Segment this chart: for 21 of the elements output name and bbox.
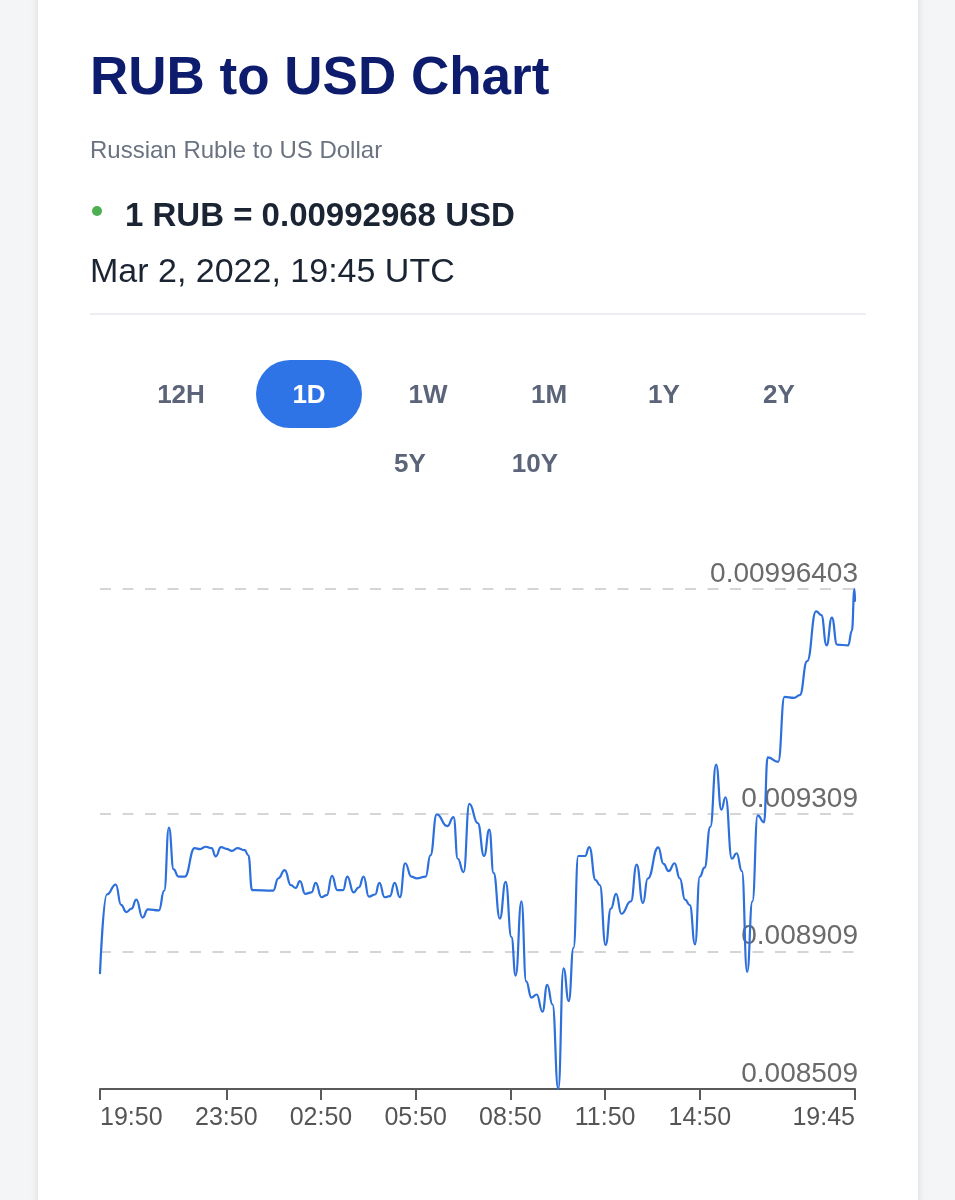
y-tick-label: 0.008509	[741, 1056, 858, 1088]
range-button[interactable]: 12H	[128, 360, 234, 428]
chart-title: RUB to USD Chart	[90, 45, 550, 107]
x-tick-label: 19:45	[792, 1101, 855, 1130]
range-button[interactable]: 5Y	[357, 429, 463, 497]
range-button[interactable]: 10Y	[482, 429, 588, 497]
range-button[interactable]: 2Y	[726, 360, 832, 428]
range-button[interactable]: 1W	[375, 360, 481, 428]
text: 1 RUB = 0.00992968 USD	[125, 195, 515, 235]
y-tick-label: 0.00996403	[710, 556, 858, 588]
x-tick-label: 19:50	[100, 1101, 163, 1130]
x-tick-label: 08:50	[479, 1101, 542, 1130]
x-tick-label: 23:50	[194, 1101, 258, 1130]
text: Mar 2, 2022, 19:45 UTC	[90, 250, 455, 290]
x-tick-label: 14:50	[668, 1101, 732, 1130]
chart-subtitle: Russian Ruble to US Dollar	[90, 136, 383, 164]
range-button[interactable]: 1M	[496, 360, 602, 428]
x-tick-label: 11:50	[574, 1101, 636, 1130]
range-button[interactable]: 1Y	[611, 360, 717, 428]
x-tick-label: 05:50	[384, 1101, 447, 1130]
x-tick-label: 02:50	[289, 1101, 353, 1130]
